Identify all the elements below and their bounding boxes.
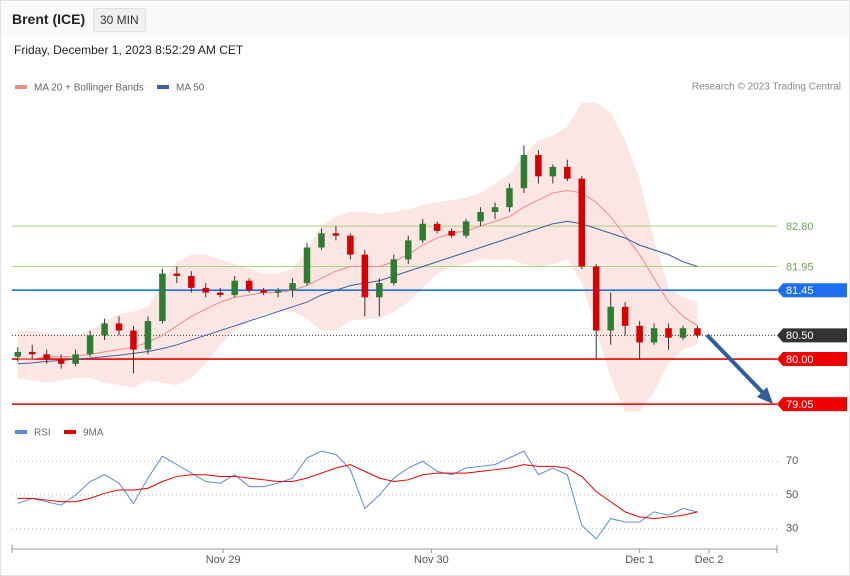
candle-body	[72, 354, 79, 364]
legend-swatch	[15, 430, 27, 434]
legend-label: RSI	[34, 428, 51, 439]
legend-label: MA 50	[176, 83, 205, 94]
candle-body	[274, 290, 282, 293]
candle-body	[477, 211, 484, 222]
candle-body	[332, 233, 340, 236]
level-tag	[777, 328, 847, 343]
candle-body	[101, 323, 108, 336]
candle-body	[318, 233, 325, 248]
level-tag	[777, 283, 847, 298]
instrument-title: Brent (ICE)	[12, 11, 86, 27]
y-tick-label: 50	[786, 489, 798, 501]
candle-body	[535, 154, 542, 177]
candle-body	[390, 259, 398, 284]
candle-body	[679, 328, 687, 338]
candle-body	[636, 325, 643, 343]
candle-body	[115, 323, 123, 331]
candle-body	[159, 273, 166, 322]
candle-body	[448, 230, 455, 236]
level-label: 80.00	[786, 354, 814, 366]
legend-label: MA 20 + Bollinger Bands	[34, 83, 144, 94]
candle-body	[592, 266, 600, 331]
candle-body	[260, 290, 267, 293]
candle-body	[621, 306, 629, 326]
legend-swatch	[64, 430, 76, 434]
level-tag	[777, 397, 847, 412]
legend-swatch	[15, 85, 27, 89]
candle-body	[578, 178, 586, 267]
candle-body	[520, 154, 528, 189]
credit: Research © 2023 Trading Central	[692, 82, 841, 93]
candle-body	[564, 166, 571, 179]
x-tick-label: Nov 30	[414, 554, 449, 566]
candle-body	[376, 283, 383, 298]
level-tag	[777, 352, 847, 367]
candle-body	[216, 292, 224, 295]
candle-body	[144, 321, 152, 350]
level-label: 81.95	[786, 261, 814, 273]
level-label: 80.50	[786, 330, 814, 342]
legend-label: 9MA	[83, 428, 104, 439]
candle-body	[188, 275, 195, 288]
candle-body	[303, 247, 311, 284]
candle-body	[43, 354, 50, 360]
level-label: 81.45	[786, 285, 814, 297]
candle-body	[347, 235, 354, 255]
candle-body	[130, 330, 137, 350]
date: Friday, December 1, 2023 8:52:29 AM CET	[14, 43, 244, 57]
rsi-line	[17, 464, 698, 520]
candle-body	[231, 280, 238, 295]
candle-body	[650, 328, 658, 343]
candle-body	[506, 188, 513, 208]
candle-body	[86, 335, 94, 355]
candle-body	[462, 221, 470, 236]
candle-body	[173, 273, 181, 276]
candle-body	[361, 254, 369, 298]
forecast-arrowhead	[757, 387, 773, 404]
candle-body	[549, 166, 557, 177]
x-tick-label: Dec 2	[695, 554, 724, 566]
timeframe[interactable]: 30 MIN	[93, 8, 146, 32]
candle-body	[491, 207, 499, 212]
candle-body	[202, 287, 210, 293]
candle-body	[28, 351, 36, 355]
level-label: 79.05	[786, 399, 814, 411]
candle-body	[245, 280, 253, 291]
x-tick-label: Nov 29	[206, 554, 241, 566]
bollinger-band	[17, 102, 698, 412]
candle-body	[57, 359, 65, 364]
candle-body	[404, 240, 412, 260]
candle-body	[289, 283, 296, 291]
candle-body	[694, 328, 701, 336]
y-tick-label: 30	[786, 523, 798, 535]
candle-body	[665, 328, 672, 338]
y-tick-label: 70	[786, 455, 798, 467]
forecast-arrow	[705, 333, 767, 397]
x-tick-label: Dec 1	[625, 554, 654, 566]
candle-body	[419, 223, 426, 241]
rsi-line	[17, 450, 698, 540]
candle-body	[607, 306, 614, 331]
level-label: 82.80	[786, 221, 814, 233]
candle-body	[14, 351, 22, 357]
legend-swatch	[157, 85, 169, 89]
candle-body	[433, 223, 441, 231]
